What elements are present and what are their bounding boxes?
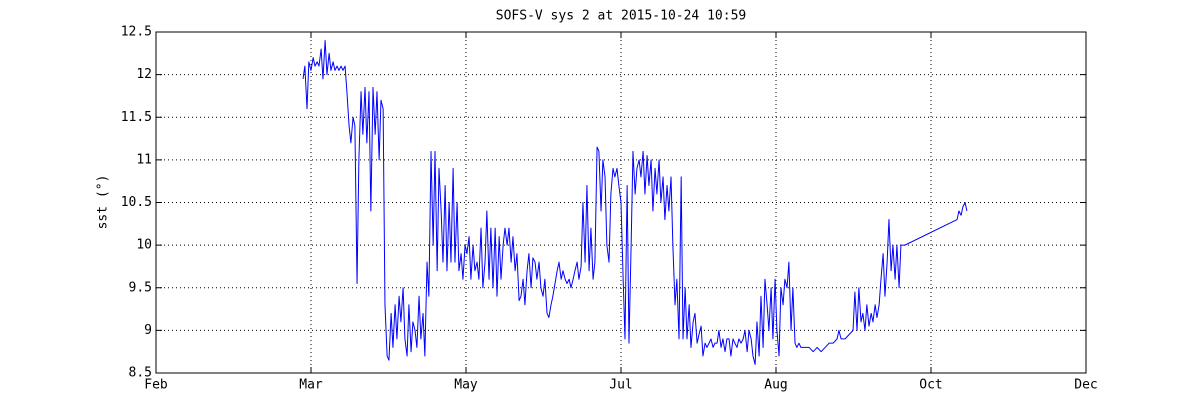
y-tick-label: 11.5 — [121, 110, 152, 125]
y-tick-label: 12.5 — [121, 25, 152, 40]
y-tick-label: 12 — [136, 67, 152, 82]
x-tick-label: May — [454, 378, 478, 393]
x-tick-label: Dec — [1074, 378, 1097, 393]
x-tick-label: Oct — [919, 378, 942, 393]
x-tick-label: Feb — [144, 378, 168, 393]
y-tick-label: 11 — [136, 152, 152, 167]
data-line — [302, 40, 968, 365]
x-tick-label: Jul — [609, 378, 632, 393]
y-tick-label: 10 — [136, 238, 152, 253]
x-tick-label: Aug — [764, 378, 787, 393]
y-tick-label: 8.5 — [129, 366, 152, 381]
y-tick-label: 9.5 — [129, 280, 152, 295]
chart-title: SOFS-V sys 2 at 2015-10-24 10:59 — [496, 9, 746, 24]
x-tick-label: Mar — [299, 378, 323, 393]
axes-box — [155, 31, 1087, 374]
y-axis-label: sst (°) — [96, 175, 111, 230]
y-tick-label: 9 — [144, 323, 152, 338]
y-tick-label: 10.5 — [121, 195, 152, 210]
